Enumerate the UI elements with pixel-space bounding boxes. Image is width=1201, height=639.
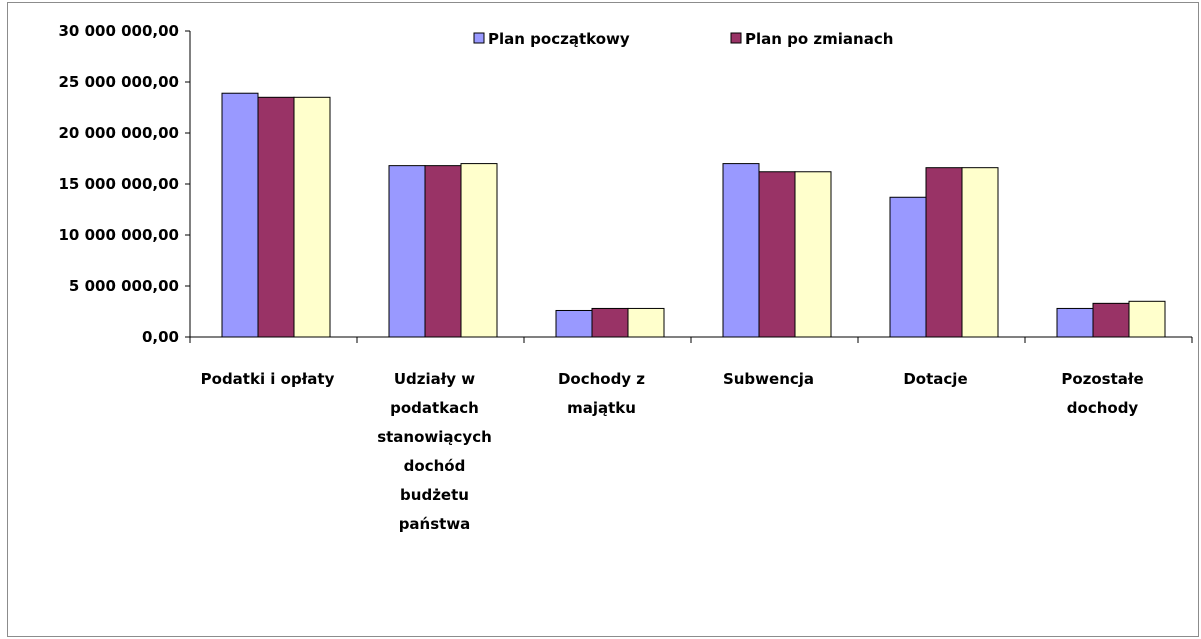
bar-series-3-2 bbox=[460, 163, 498, 338]
legend-label: Plan początkowy bbox=[488, 30, 630, 48]
bar-series-1-3 bbox=[555, 309, 593, 338]
x-category-label: Pozostałe dochody bbox=[1061, 370, 1143, 417]
x-category-label: Udziały w podatkach stanowiących dochód budż… bbox=[377, 370, 492, 533]
bar-series-1-5 bbox=[889, 196, 927, 338]
x-category-label: Dotacje bbox=[903, 370, 967, 388]
legend-swatch bbox=[473, 32, 485, 44]
bar-series-3-6 bbox=[1128, 300, 1166, 338]
bar-series-2-4 bbox=[758, 171, 796, 338]
legend-swatch bbox=[730, 32, 742, 44]
y-tick-label: 15 000 000,00 bbox=[58, 175, 179, 193]
y-tick-label: 5 000 000,00 bbox=[69, 277, 179, 295]
y-tick-label: 20 000 000,00 bbox=[58, 124, 179, 142]
legend-label: Plan po zmianach bbox=[745, 30, 893, 48]
x-category-label: Dochody z majątku bbox=[558, 370, 645, 417]
bar-series-2-6 bbox=[1092, 302, 1130, 338]
bar-series-3-3 bbox=[627, 307, 665, 338]
bar-series-1-2 bbox=[388, 165, 426, 338]
y-tick-label: 30 000 000,00 bbox=[58, 22, 179, 40]
bar-series-1-1 bbox=[221, 92, 259, 338]
bar-series-1-6 bbox=[1056, 307, 1094, 338]
bar-series-1-4 bbox=[722, 163, 760, 338]
bar-series-2-2 bbox=[424, 165, 462, 338]
bar-series-3-5 bbox=[961, 167, 999, 338]
bar-series-2-3 bbox=[591, 307, 629, 338]
bar-series-3-4 bbox=[794, 171, 832, 338]
bar-series-2-1 bbox=[257, 96, 295, 338]
bar-series-3-1 bbox=[293, 96, 331, 338]
legend-item: Plan po zmianach bbox=[730, 30, 893, 48]
legend-item: Plan początkowy bbox=[473, 30, 630, 48]
y-tick-label: 10 000 000,00 bbox=[58, 226, 179, 244]
x-category-label: Podatki i opłaty bbox=[201, 370, 335, 388]
bar-series-2-5 bbox=[925, 167, 963, 338]
y-tick-label: 0,00 bbox=[142, 328, 179, 346]
x-category-label: Subwencja bbox=[723, 370, 814, 388]
y-tick-label: 25 000 000,00 bbox=[58, 73, 179, 91]
